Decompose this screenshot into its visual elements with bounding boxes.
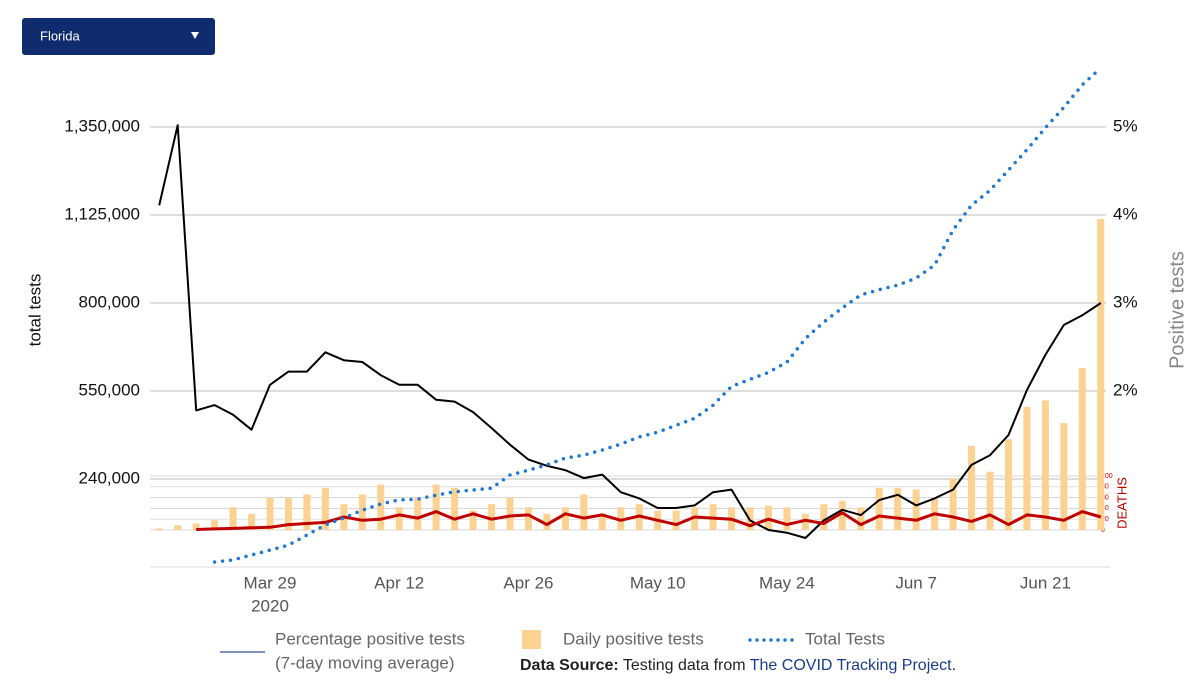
bar [543,513,551,530]
deaths-tick-label: 0 [1101,527,1105,534]
bar [691,507,699,530]
bar [580,494,588,530]
legend-label: Percentage positive tests [275,629,465,648]
legend-label: Daily positive tests [563,629,704,648]
y-tick-label: 1,125,000 [64,204,140,223]
x-tick-label: Mar 29 [244,573,297,592]
bar [395,507,403,530]
deaths-tick-label: 80 [1101,484,1109,491]
legend-swatch [522,630,541,649]
y-tick-label: 240,000 [79,468,140,487]
bar [1023,406,1031,530]
x-tick-label: May 10 [630,573,686,592]
bar [1078,368,1086,530]
bar [598,513,606,530]
legend-note: (7-day moving average) [275,653,455,672]
source-line: Data Source: Testing data from The COVID… [520,657,956,674]
bar [451,487,459,530]
bar [1097,218,1105,530]
bar [783,507,791,530]
deaths-tick-label: 20 [1101,516,1109,523]
x-tick-label: Jun 7 [895,573,937,592]
y-tick-label: 800,000 [79,292,140,311]
bar [1041,400,1049,530]
x-tick-label: May 24 [759,573,815,592]
bar [488,504,496,530]
dropdown-box[interactable] [22,18,215,55]
x-tick-label: Apr 26 [503,573,553,592]
state-dropdown[interactable]: Florida [22,18,215,55]
bar [986,471,994,530]
bar [506,497,514,530]
bar [894,487,902,530]
y-tick-label: 550,000 [79,380,140,399]
x-year-label: 2020 [251,596,289,615]
source-label: Data Source: [520,657,619,674]
bar [266,497,274,530]
y2-tick-label: 2% [1113,380,1138,399]
y2-tick-label: 5% [1113,116,1138,135]
dropdown-arrow[interactable] [191,32,199,39]
deaths-tick-label: 60 [1101,494,1109,501]
dropdown-value[interactable]: Florida [40,28,81,43]
bar [229,507,237,530]
y-tick-label: 1,350,000 [64,116,140,135]
legend-label: Total Tests [805,629,885,648]
bar [321,487,329,530]
bar [414,497,422,530]
bar [192,523,200,530]
bar [155,528,163,530]
source-end: . [952,657,956,674]
x-tick-label: Jun 21 [1020,573,1071,592]
deaths-tick-label: 100 [1101,473,1113,480]
positive-rate-line [158,124,1102,539]
source-link[interactable]: The COVID Tracking Project [750,657,952,674]
bar [672,510,680,530]
deaths-label: DEATHS [1114,477,1129,529]
bar [1060,423,1068,530]
y2-axis-title: Positive tests [1166,251,1188,369]
bar [820,504,828,530]
bar [358,494,366,530]
bar [284,497,292,530]
bar [377,484,385,530]
bar [838,500,846,530]
y2-tick-label: 4% [1113,204,1138,223]
total-tests-line [212,66,1103,564]
bar [248,513,256,530]
bar [432,484,440,530]
bar [211,520,219,530]
bar [875,487,883,530]
bar [801,513,809,530]
source-text: Testing data from [623,657,746,674]
deaths-tick-label: 40 [1101,505,1109,512]
bar [469,510,477,530]
bar [561,507,569,530]
y-axis-title: total tests [25,274,44,347]
bar [968,445,976,530]
y2-tick-label: 3% [1113,292,1138,311]
x-tick-label: Apr 12 [374,573,424,592]
bar [617,507,625,530]
bar [524,507,532,530]
bar [303,494,311,530]
bar [174,525,182,530]
bar [857,507,865,530]
bar [912,489,920,530]
bar [1004,439,1012,530]
deaths-line [196,510,1102,531]
bar [949,478,957,530]
